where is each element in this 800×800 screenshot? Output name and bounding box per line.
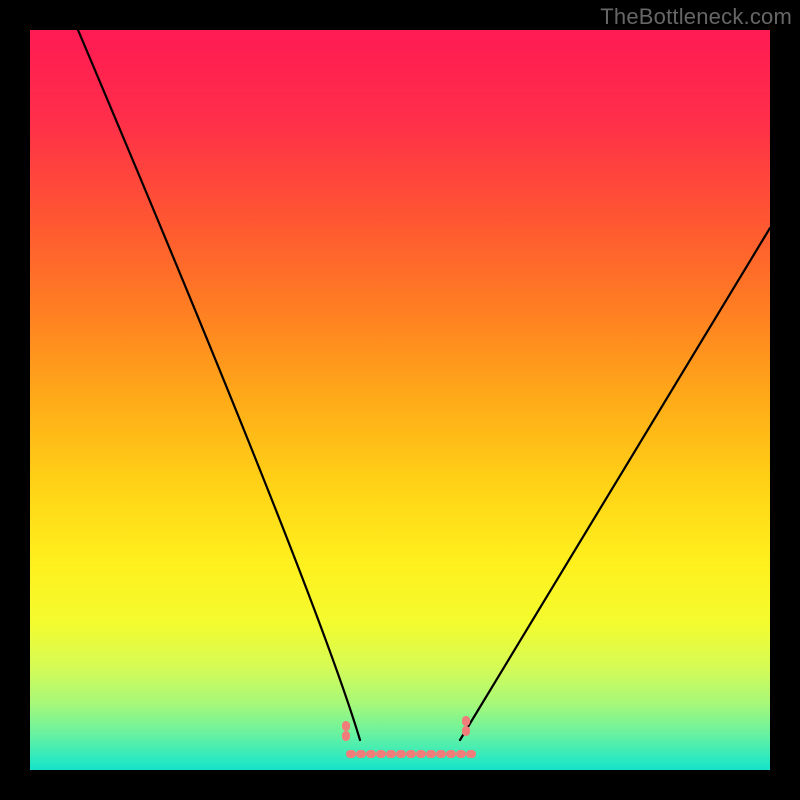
curve-right (460, 228, 770, 740)
chart-frame: TheBottleneck.com (0, 0, 800, 800)
curve-left (78, 30, 360, 740)
curve-overlay (0, 0, 800, 800)
watermark-text: TheBottleneck.com (600, 4, 792, 30)
